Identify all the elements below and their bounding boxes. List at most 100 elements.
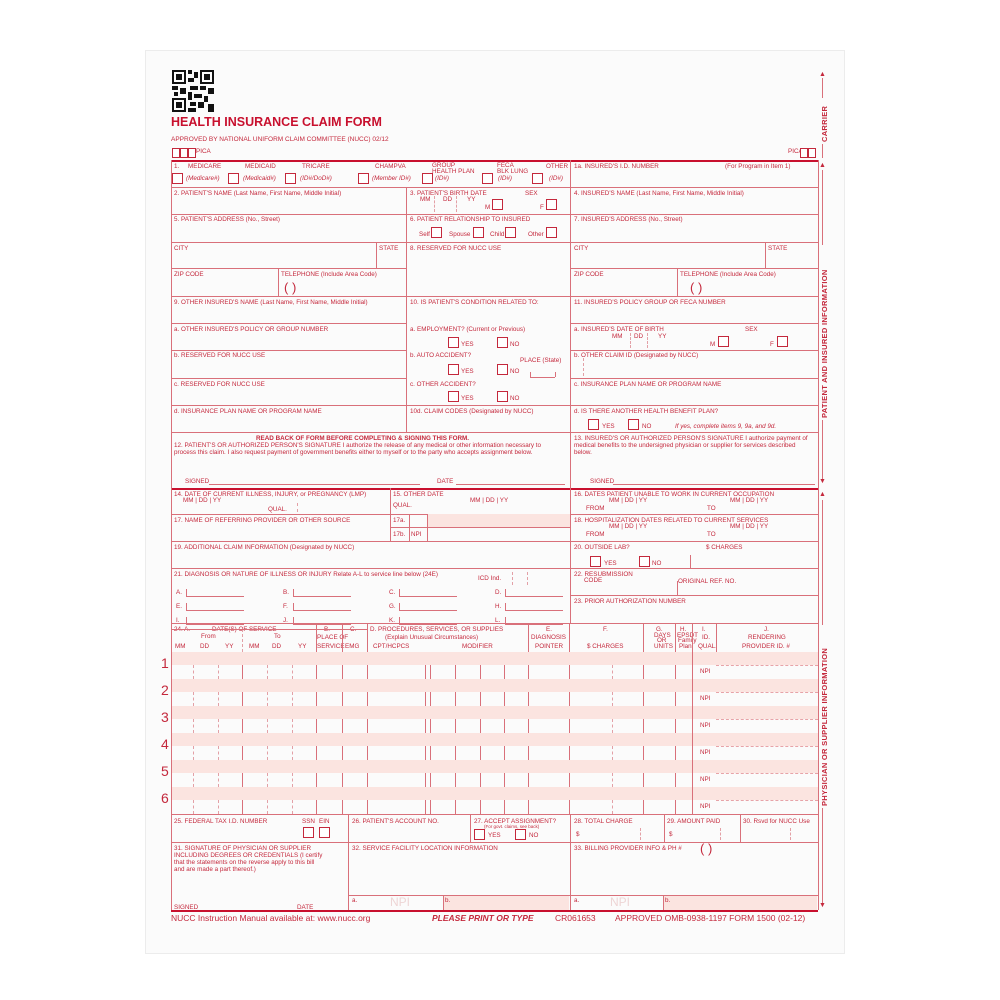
rule-line — [569, 800, 570, 814]
i25-ein-label: EIN — [319, 818, 330, 825]
self-checkbox[interactable] — [431, 227, 442, 238]
other-accident-yes-checkbox[interactable] — [448, 391, 459, 402]
rule-line — [612, 800, 613, 814]
i14-qual-label: QUAL. — [268, 506, 287, 513]
h-dd2-label: DD — [272, 643, 282, 650]
tricare-id-label: (ID#/DoD#) — [300, 175, 332, 182]
i17b-npi-label: NPI — [411, 531, 422, 538]
i10d-label: 10d. CLAIM CODES (Designated by NUCC) — [410, 408, 534, 415]
i22-ref-label: ORIGINAL REF. NO. — [678, 578, 737, 585]
title-label: HEALTH INSURANCE CLAIM FORM — [171, 115, 382, 129]
tricare-checkbox[interactable] — [285, 173, 296, 184]
insured-sex-m-checkbox[interactable] — [718, 336, 729, 347]
i29-label: 29. AMOUNT PAID — [667, 818, 721, 825]
i33a-npi-label: NPI — [610, 895, 631, 909]
auto-no-checkbox[interactable] — [497, 364, 508, 375]
rule-line — [171, 268, 406, 269]
rule-line — [171, 432, 818, 433]
i27-note-label: (For govt. claims, see back) — [484, 824, 540, 829]
rule-line — [570, 815, 571, 910]
rule-line — [367, 692, 368, 706]
omb-approval: APPROVED OMB-0938-1197 FORM 1500 (02-12) — [615, 913, 806, 923]
rule-line — [716, 692, 818, 693]
benefit-plan-yes-checkbox[interactable] — [588, 419, 599, 430]
rule-line — [443, 895, 444, 910]
rule-line — [390, 488, 391, 541]
other-checkbox[interactable] — [532, 173, 543, 184]
rule-line — [505, 617, 506, 624]
medicare-checkbox[interactable] — [172, 173, 183, 184]
employment-no-checkbox[interactable] — [497, 337, 508, 348]
outside-lab-yes-checkbox[interactable] — [590, 556, 601, 567]
employment-yes-checkbox[interactable] — [448, 337, 459, 348]
rule-line — [293, 603, 294, 610]
i31-signed-label: SIGNED — [174, 904, 199, 911]
auto-yes-checkbox[interactable] — [448, 364, 459, 375]
other-accident-no-checkbox[interactable] — [497, 391, 508, 402]
rule-line — [267, 773, 268, 787]
rule-line — [293, 610, 351, 611]
rule-line — [316, 692, 317, 706]
rule-line — [399, 596, 457, 597]
i15-label: 15. OTHER DATE — [393, 491, 444, 498]
rule-line — [342, 719, 343, 733]
benefit-plan-no-checkbox[interactable] — [628, 419, 639, 430]
i10a-no-label: NO — [510, 341, 520, 348]
i11a-label: a. INSURED'S DATE OF BIRTH — [574, 326, 664, 333]
child-checkbox[interactable] — [505, 227, 516, 238]
i11c-label: c. INSURANCE PLAN NAME OR PROGRAM NAME — [574, 381, 722, 388]
rule-line — [765, 242, 766, 268]
i15-date-label: MM | DD | YY — [470, 497, 509, 504]
medicaid-label: MEDICAID — [245, 163, 276, 170]
approved-label: APPROVED BY NATIONAL UNIFORM CLAIM COMMI… — [171, 136, 389, 143]
i22-code-label: CODE — [584, 577, 603, 584]
rule-line — [316, 800, 317, 814]
rule-line — [504, 800, 505, 814]
h24j2-label: RENDERING — [748, 634, 786, 641]
i10a-yes-label: YES — [461, 341, 474, 348]
ein-checkbox[interactable] — [319, 827, 330, 838]
i29-dollar-label: $ — [669, 831, 673, 838]
rule-line — [267, 719, 268, 733]
accept-no-checkbox[interactable] — [515, 829, 526, 840]
accept-yes-checkbox[interactable] — [474, 829, 485, 840]
medicaid-checkbox[interactable] — [228, 173, 239, 184]
state-r-label: STATE — [768, 245, 788, 252]
ssn-checkbox[interactable] — [303, 827, 314, 838]
i13-signed-label: SIGNED — [590, 478, 615, 485]
npi-label: NPI — [700, 695, 711, 702]
i12-date-label: DATE — [437, 478, 454, 485]
champva-checkbox[interactable] — [358, 173, 369, 184]
rule-line — [570, 160, 571, 488]
rule-line — [430, 692, 431, 706]
pica-left-label: PICA — [196, 148, 211, 155]
other-relationship-checkbox[interactable] — [546, 227, 557, 238]
i10b-label: b. AUTO ACCIDENT? — [410, 352, 472, 359]
rule-line — [570, 350, 818, 351]
h24e-label: E. — [546, 626, 552, 633]
arrow-down-icon: ▼ — [819, 478, 826, 485]
rule-line — [504, 773, 505, 787]
rule-line — [528, 773, 529, 787]
outside-lab-no-checkbox[interactable] — [639, 556, 650, 567]
feca-checkbox[interactable] — [482, 173, 493, 184]
i9a-label: a. OTHER INSURED'S POLICY OR GROUP NUMBE… — [174, 326, 329, 333]
i17b-label: 17b. — [393, 531, 406, 538]
dH-label: H. — [495, 603, 502, 610]
sex-m-checkbox[interactable] — [492, 199, 503, 210]
group-health-plan-checkbox[interactable] — [422, 173, 433, 184]
i32b-label: b. — [445, 897, 451, 904]
zip-label: ZIP CODE — [174, 271, 204, 278]
rule-line — [390, 527, 570, 528]
i20-label: 20. OUTSIDE LAB? — [574, 544, 630, 551]
h24j3-label: PROVIDER ID. # — [742, 643, 790, 650]
spouse-checkbox[interactable] — [473, 227, 484, 238]
rule-line — [367, 623, 368, 652]
sex-f-checkbox[interactable] — [546, 199, 557, 210]
rule-line — [569, 746, 570, 760]
h24d4-label: MODIFIER — [462, 643, 493, 650]
shaded-field — [693, 706, 818, 719]
npi-label: NPI — [700, 668, 711, 675]
insured-sex-f-checkbox[interactable] — [777, 336, 788, 347]
rule-line — [612, 773, 613, 787]
